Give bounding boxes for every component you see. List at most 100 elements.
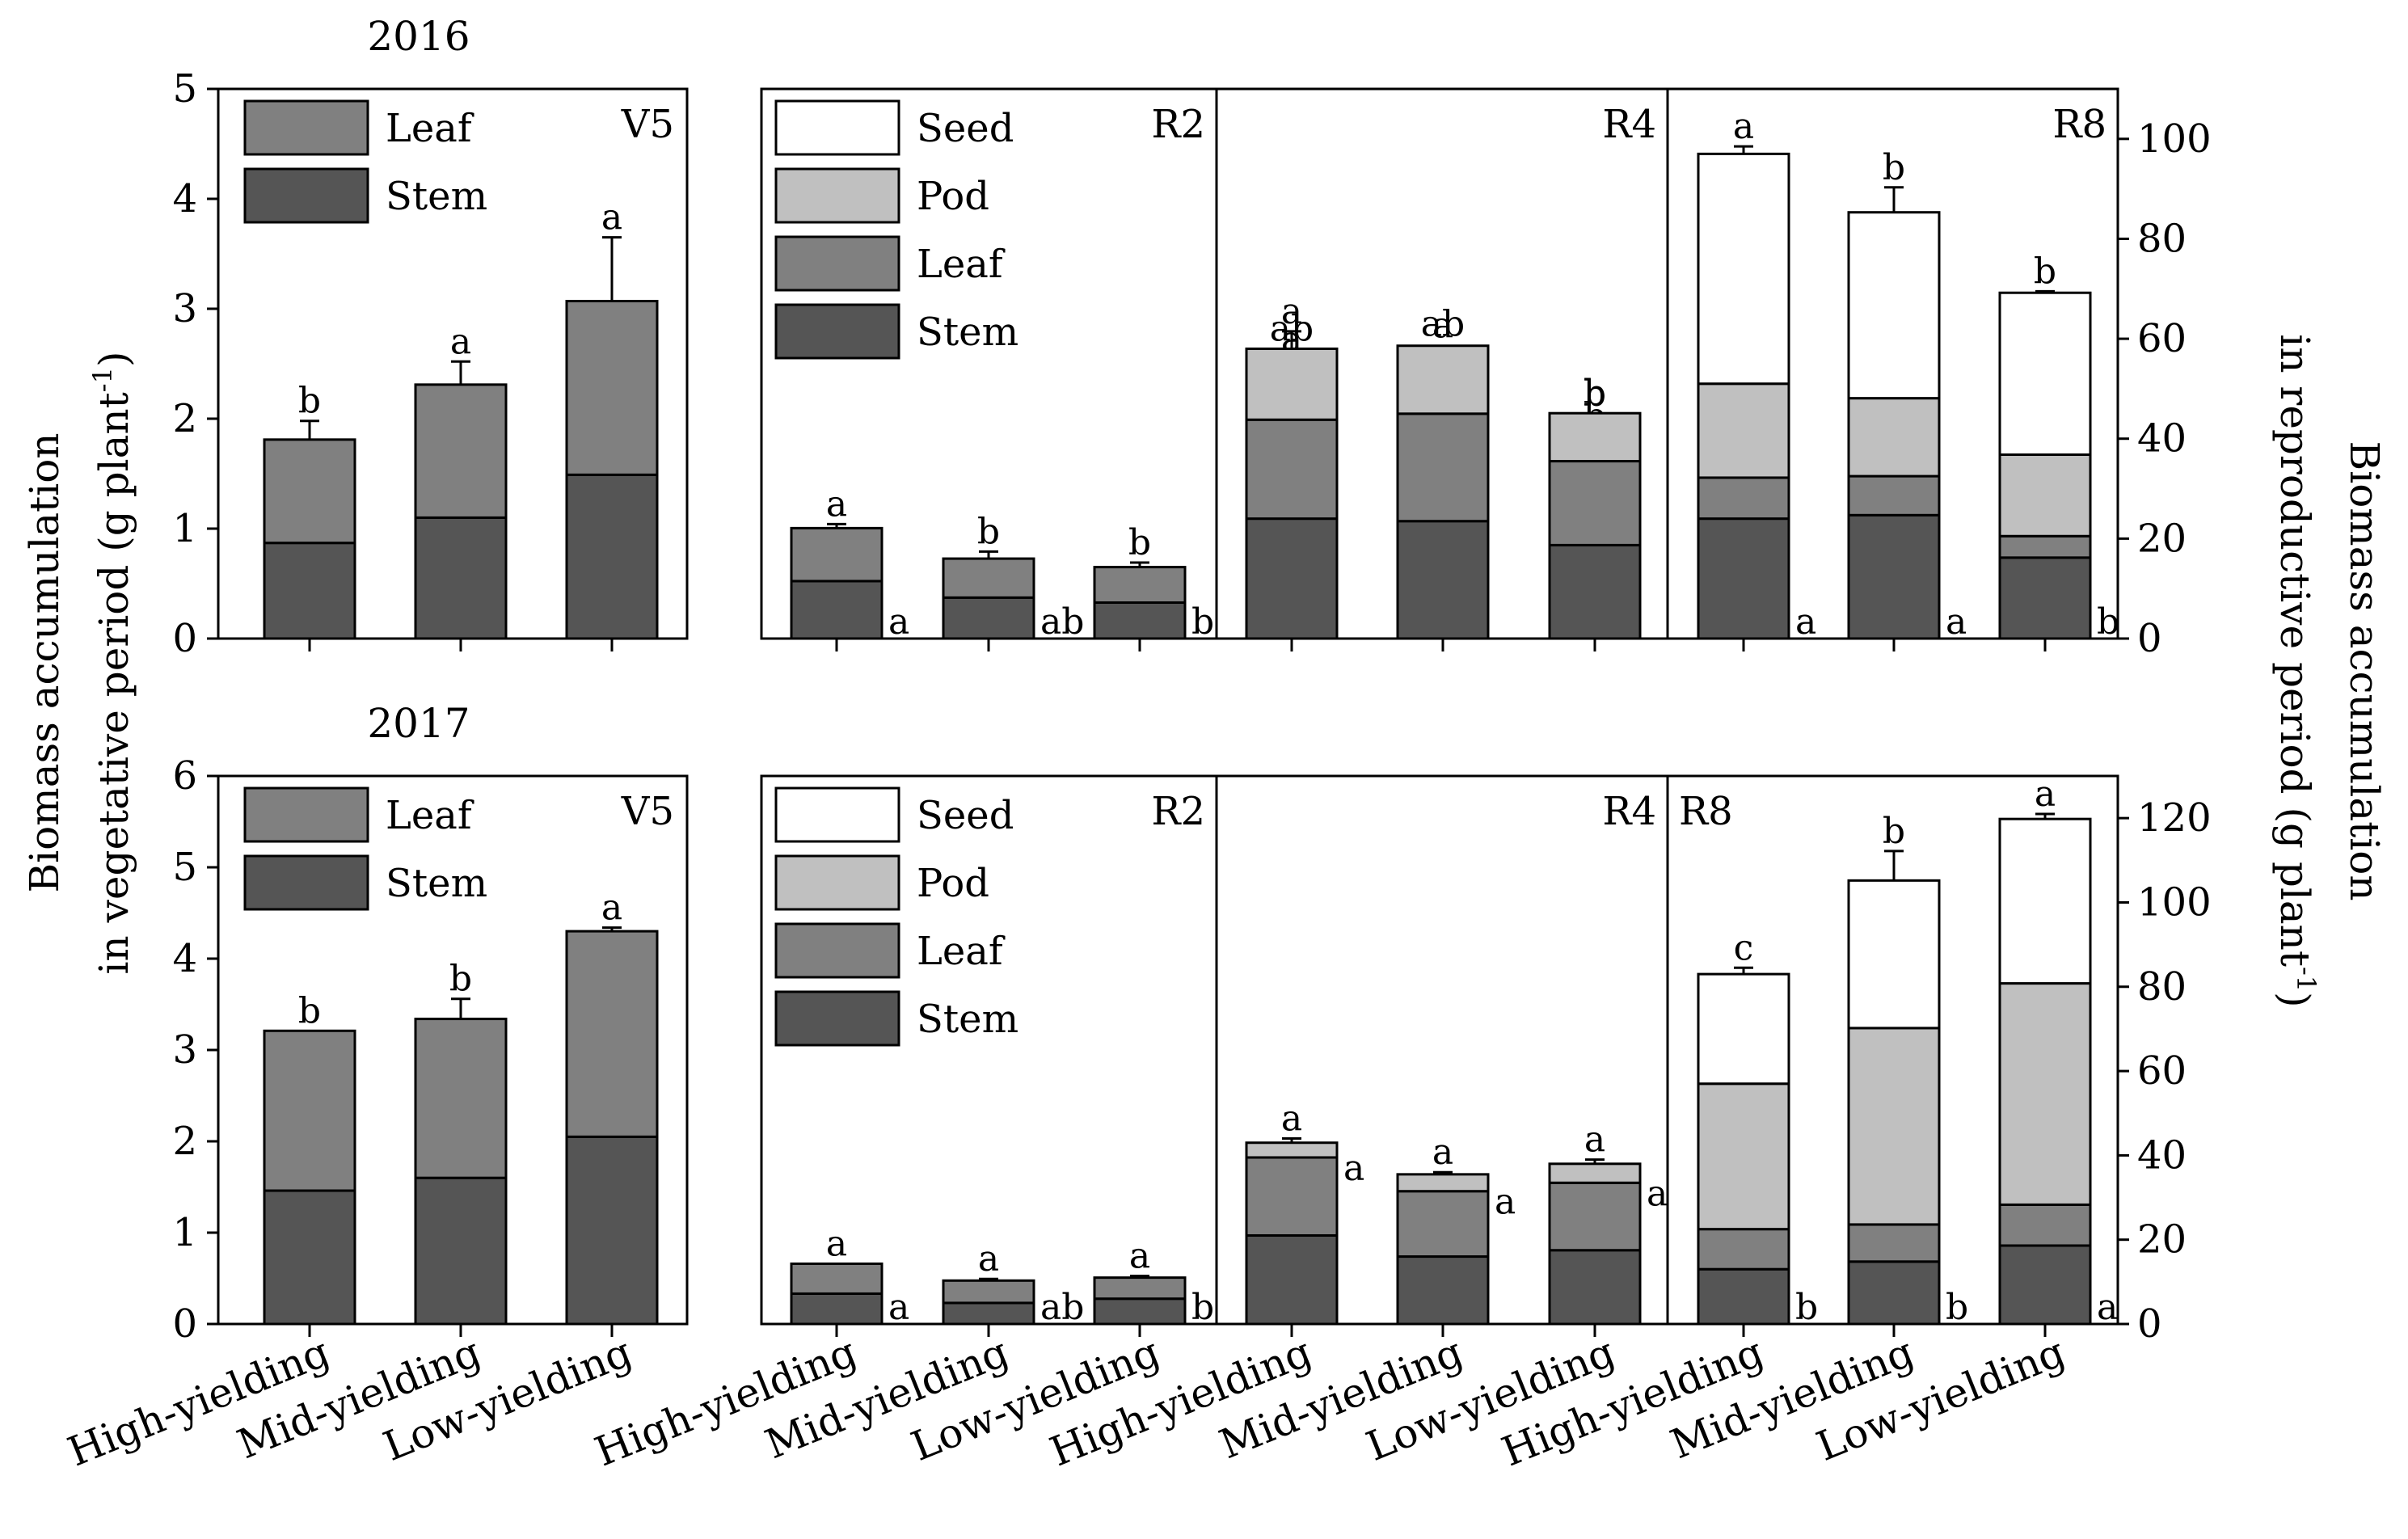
y2017-rep-ytick-label-20: 20 [2137, 1217, 2187, 1263]
y2016-rep-legend-label-leaf: Leaf [917, 242, 1006, 287]
left-axis-title-unit-close: ) [91, 352, 137, 368]
y2016-r2-bar-stem-1 [942, 596, 1035, 640]
right-axis-title-unit-close: ) [2271, 992, 2318, 1008]
y2017-r8-letter-seed-0: c [1734, 927, 1754, 968]
y2017-r2-stage-label: R2 [1151, 789, 1205, 834]
y2016-veg-bar-leaf-0 [263, 438, 356, 545]
y2017-rep-ytick-label-80: 80 [2137, 964, 2187, 1010]
y2016-veg-ytick-label-5: 5 [172, 66, 197, 112]
y2017-r2-letter-stem-0: a [888, 1287, 909, 1328]
y2016-r8-letter-seed-1: b [1883, 147, 1905, 188]
y2017-r4-letter-leaf-2: a [1647, 1173, 1668, 1214]
y2016-r4-letter-pod-1: a [1432, 306, 1453, 347]
y2016-r8-bar-pod-1 [1847, 397, 1941, 478]
y2017-rep-legend-label-stem: Stem [917, 997, 1018, 1042]
y2017-r4-bar-stem-0 [1245, 1233, 1339, 1326]
y2016-veg-bar-stem-1 [414, 516, 508, 640]
left-axis-title-unit-sup: -1 [87, 367, 118, 392]
y2016-rep-ytick-label-100: 100 [2137, 116, 2212, 162]
right-axis-title-line1: Biomass accumulation [2341, 441, 2388, 900]
y2017-rep-ytick-label-120: 120 [2137, 795, 2212, 841]
y2016-r4-bar-leaf-1 [1396, 412, 1490, 523]
y2017-year-label: 2017 [367, 700, 470, 747]
y2017-r4-letter-pod-1: a [1432, 1132, 1453, 1173]
y2017-r4-bar-leaf-2 [1548, 1181, 1642, 1252]
y2017-r8-bar-pod-2 [1998, 982, 2092, 1206]
y2017-r2-letter-stem-2: b [1191, 1287, 1214, 1328]
y2016-veg-ytick-label-2: 2 [172, 396, 197, 441]
y2016-r4-bar-pod-0 [1245, 347, 1339, 421]
y2017-r4-letter-pod-2: a [1584, 1119, 1605, 1161]
y2016-r8-letter-seed-2: b [2034, 251, 2056, 292]
y2017-rep-legend-label-pod: Pod [917, 861, 989, 906]
y2016-r8-letter-stem-1: a [1946, 601, 1967, 643]
y2016-rep-legend-swatch-leaf [774, 235, 900, 292]
y2016-r8-bar-stem-1 [1847, 513, 1941, 640]
y2017-r2-letter-leaf-1: a [978, 1238, 999, 1280]
y2017-r4-bar-leaf-0 [1245, 1156, 1339, 1237]
y2017-r4-bar-pod-0 [1245, 1141, 1339, 1159]
y2016-r2-bar-leaf-2 [1093, 566, 1187, 604]
y2017-veg-bar-leaf-1 [414, 1018, 508, 1179]
y2017-r4-bar-stem-2 [1548, 1249, 1642, 1326]
y2016-r4-bar-stem-2 [1548, 543, 1642, 640]
y2016-rep-legend-swatch-stem [774, 303, 900, 360]
y2016-r8-bar-seed-1 [1847, 211, 1941, 400]
y2016-r4-bar-stem-1 [1396, 520, 1490, 640]
y2016-veg-legend-swatch-stem [243, 167, 369, 224]
y2017-veg-legend-swatch-stem [243, 854, 369, 911]
y2016-r8-stage-label: R8 [2052, 102, 2106, 147]
y2017-r8-bar-leaf-1 [1847, 1223, 1941, 1263]
y2017-r8-letter-seed-1: b [1883, 811, 1905, 852]
y2017-r4-stage-label: R4 [1602, 789, 1656, 834]
y2016-r2-letter-stem-2: b [1191, 601, 1214, 643]
y2016-veg-ytick-label-1: 1 [172, 506, 197, 551]
y2016-veg-legend-label-leaf: Leaf [386, 106, 474, 151]
y2017-r2-bar-stem-1 [942, 1301, 1035, 1326]
right-axis-title-line2: in reproductive period (g plant-1) [2271, 334, 2322, 1007]
y2017-r8-letter-stem-1: b [1946, 1287, 1968, 1328]
y2017-r2-bar-leaf-1 [942, 1279, 1035, 1305]
y2016-veg-bar-stem-2 [565, 473, 659, 640]
y2016-r2-bar-leaf-1 [942, 557, 1035, 599]
y2017-r2-bar-leaf-2 [1093, 1276, 1187, 1301]
y2016-r8-bar-pod-2 [1998, 453, 2092, 538]
y2016-r8-bar-leaf-2 [1998, 534, 2092, 559]
y2016-r8-letter-seed-0: a [1733, 106, 1754, 147]
y2017-r8-bar-leaf-0 [1697, 1228, 1790, 1271]
y2017-rep-legend-label-seed: Seed [917, 793, 1014, 838]
y2016-rep-ytick-label-60: 60 [2137, 316, 2187, 361]
y2016-veg-ytick-label-4: 4 [172, 176, 197, 221]
y2017-r2-bar-stem-2 [1093, 1297, 1187, 1326]
y2016-veg-bar-leaf-2 [565, 299, 659, 476]
y2017-r8-bar-pod-0 [1697, 1082, 1790, 1231]
y2016-r2-letter-leaf-2: b [1128, 522, 1151, 563]
y2016-r2-letter-stem-1: ab [1040, 601, 1084, 643]
y2016-veg-letter-leaf-1: a [450, 321, 471, 362]
y2016-r8-bar-leaf-1 [1847, 474, 1941, 517]
y2016-veg-ytick-label-0: 0 [172, 616, 197, 661]
y2016-r4-letter-total-1: ab [1421, 303, 1465, 344]
y2016-r4-bar-pod-1 [1396, 344, 1490, 415]
y2017-veg-legend-label-leaf: Leaf [386, 793, 474, 838]
y2016-r4-bar-stem-0 [1245, 517, 1339, 640]
y2017-veg-ytick-label-3: 3 [172, 1027, 197, 1073]
left-axis-title: Biomass accumulation in vegetative period… [21, 352, 137, 975]
y2017-rep-ytick-label-40: 40 [2137, 1132, 2187, 1178]
y2017-veg-letter-leaf-0: b [298, 990, 321, 1031]
y2017-r8-letter-stem-2: a [2097, 1287, 2118, 1328]
y2017-r4-bar-stem-1 [1396, 1255, 1490, 1326]
y2016-r8-bar-seed-2 [1998, 291, 2092, 457]
y2016-r4-bar-pod-2 [1548, 411, 1642, 463]
y2016-r4-bar-leaf-2 [1548, 460, 1642, 546]
y2016-r8-bar-pod-0 [1697, 382, 1790, 479]
y2017-rep-ytick-label-60: 60 [2137, 1048, 2187, 1094]
y2017-r8-bar-stem-2 [1998, 1244, 2092, 1326]
y2017-veg-ytick-label-0: 0 [172, 1301, 197, 1347]
y2016-rep-ytick-label-40: 40 [2137, 416, 2187, 462]
y2016-r2-stage-label: R2 [1151, 102, 1205, 147]
y2017-r2-letter-leaf-0: a [826, 1223, 847, 1264]
left-axis-title-line1: Biomass accumulation [21, 432, 68, 892]
y2017-r4-letter-leaf-1: a [1495, 1182, 1516, 1223]
